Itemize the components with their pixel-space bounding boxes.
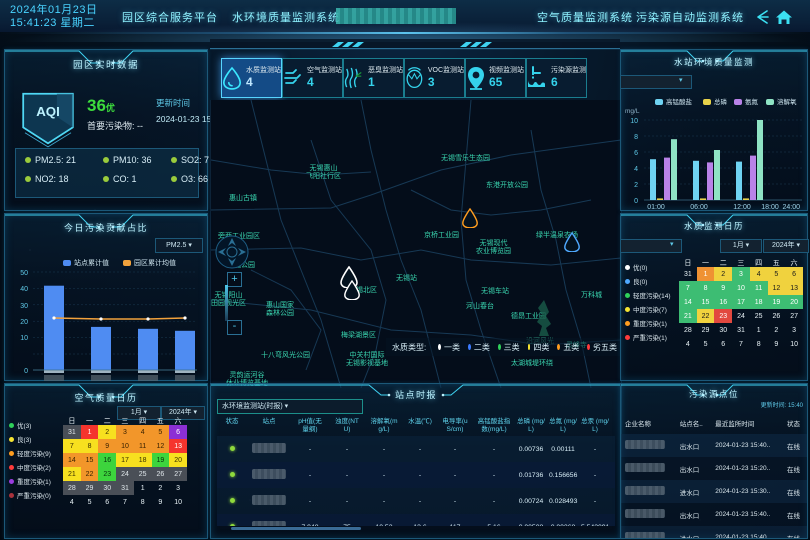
svg-text:10: 10 [20, 335, 28, 342]
svg-text:24:00: 24:00 [782, 204, 800, 210]
svg-text:01:00: 01:00 [647, 204, 665, 210]
svg-text:20: 20 [20, 319, 28, 326]
svg-text:6: 6 [634, 150, 638, 157]
svg-text:8: 8 [634, 134, 638, 141]
svg-text:12:00: 12:00 [733, 204, 751, 210]
svg-text:30: 30 [20, 303, 28, 310]
svg-text:10: 10 [630, 118, 638, 125]
svg-text:50: 50 [20, 270, 28, 277]
svg-text:0: 0 [634, 198, 638, 205]
svg-text:0: 0 [24, 368, 28, 375]
svg-text:AQI: AQI [36, 104, 60, 119]
svg-text:4: 4 [634, 166, 638, 173]
svg-text:40: 40 [20, 286, 28, 293]
svg-text:18:00: 18:00 [761, 204, 779, 210]
svg-text:2: 2 [634, 182, 638, 189]
svg-text:06:00: 06:00 [690, 204, 708, 210]
